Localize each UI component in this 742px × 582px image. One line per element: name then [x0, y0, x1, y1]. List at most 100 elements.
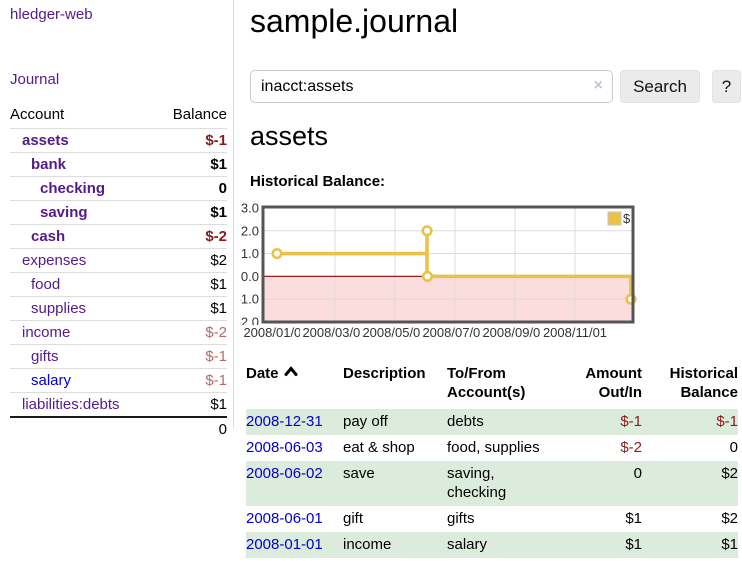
search-button[interactable]: Search: [620, 70, 700, 103]
legend-swatch: [607, 211, 622, 226]
svg-text:-1.0: -1.0: [240, 292, 259, 307]
account-balance: $-2: [205, 228, 227, 245]
transaction-amount: $-1: [620, 413, 642, 430]
account-row-income: income $-2: [10, 320, 227, 345]
transaction-date-link[interactable]: 2008-12-31: [246, 413, 323, 430]
search-input[interactable]: [250, 70, 613, 103]
page-title: sample.journal: [250, 3, 459, 39]
register-row: 2008-06-02 save saving, checking 0 $2: [246, 461, 738, 506]
transaction-accounts: food, supplies: [447, 439, 540, 456]
transaction-description: pay off: [343, 413, 388, 430]
accounts-header-balance: Balance: [172, 106, 227, 123]
account-balance: 0: [218, 180, 227, 197]
register-header-row: Date Description To/From Account(s) Amou…: [246, 361, 738, 409]
chart-heading: Historical Balance:: [250, 173, 386, 190]
account-link-assets[interactable]: assets: [22, 132, 69, 149]
transaction-balance: $2: [721, 510, 738, 527]
account-link-bank[interactable]: bank: [31, 156, 67, 173]
svg-text:2.0: 2.0: [241, 223, 259, 238]
transaction-accounts: salary: [447, 536, 488, 553]
historical-balance-chart: $ 3.0 2.0 1.0 0.0 -1.0 -2.0: [240, 202, 637, 329]
search-form: × Search ?: [250, 70, 741, 103]
account-heading: assets: [250, 121, 329, 151]
account-balance: $1: [210, 300, 227, 317]
register-header-date[interactable]: Date: [246, 361, 343, 409]
chart-negative-region: [264, 276, 632, 321]
account-balance: $1: [210, 396, 227, 413]
accounts-balance-table: Account Balance assets $-1 bank $1 check…: [10, 104, 227, 441]
transaction-date-link[interactable]: 2008-06-03: [246, 439, 323, 456]
register-row: 2008-01-01 income salary $1 $1: [246, 532, 738, 558]
register-header-description: Description: [343, 365, 426, 382]
chart-series-line: [275, 229, 633, 301]
chart-data-markers: [271, 225, 637, 305]
account-row-gifts: gifts $-1: [10, 344, 227, 369]
account-balance: $-2: [205, 324, 227, 341]
x-axis-labels: 2008/01/01 2008/03/01 2008/05/01 2008/07…: [240, 325, 742, 342]
account-row-saving: saving $1: [10, 200, 227, 225]
register-row: 2008-12-31 pay off debts $-1 $-1: [246, 409, 738, 435]
register-row: 2008-06-03 eat & shop food, supplies $-2…: [246, 435, 738, 461]
register-table: Date Description To/From Account(s) Amou…: [246, 361, 738, 558]
svg-text:-2.0: -2.0: [240, 315, 259, 329]
account-link-checking[interactable]: checking: [40, 180, 106, 197]
account-link-liabilities-debts[interactable]: liabilities:debts: [22, 396, 120, 413]
account-balance: $1: [210, 156, 227, 173]
account-balance: $1: [210, 204, 227, 221]
sort-asc-icon: [284, 366, 298, 376]
account-balance: $-1: [205, 348, 227, 365]
account-row-expenses: expenses $2: [10, 248, 227, 273]
accounts-total-row: 0: [10, 417, 227, 441]
transaction-amount: $1: [625, 510, 642, 527]
account-balance: $1: [210, 276, 227, 293]
transaction-balance: 0: [729, 439, 738, 456]
account-link-income[interactable]: income: [22, 324, 71, 341]
register-header-balance: Historical Balance: [669, 365, 738, 401]
register-header-amount: Amount Out/In: [585, 365, 642, 401]
account-link-salary[interactable]: salary: [31, 372, 72, 389]
transaction-amount: 0: [633, 465, 642, 482]
clear-search-icon[interactable]: ×: [593, 77, 603, 94]
account-row-liabilities-debts: liabilities:debts $1: [10, 392, 227, 418]
account-row-supplies: supplies $1: [10, 296, 227, 321]
transaction-balance: $1: [721, 536, 738, 553]
app-title-link[interactable]: hledger-web: [10, 6, 93, 23]
transaction-description: income: [343, 536, 392, 553]
help-button[interactable]: ?: [712, 70, 741, 103]
account-link-saving[interactable]: saving: [40, 204, 88, 221]
account-link-cash[interactable]: cash: [31, 228, 66, 245]
transaction-description: save: [343, 465, 375, 482]
account-row-cash: cash $-2: [10, 224, 227, 249]
account-row-salary: salary $-1: [10, 368, 227, 393]
account-link-expenses[interactable]: expenses: [22, 252, 87, 269]
chart-border: [261, 205, 635, 324]
transaction-description: gift: [343, 510, 364, 527]
svg-text:1.0: 1.0: [241, 246, 259, 261]
transaction-accounts: debts: [447, 413, 484, 430]
register-row: 2008-06-01 gift gifts $1 $2: [246, 506, 738, 532]
svg-text:3.0: 3.0: [241, 202, 259, 216]
legend-label: $: [623, 211, 631, 226]
sidebar-divider: [233, 0, 234, 428]
transaction-date-link[interactable]: 2008-06-01: [246, 510, 323, 527]
transaction-accounts: saving, checking: [447, 465, 507, 501]
transaction-amount: $1: [625, 536, 642, 553]
transaction-balance: $2: [721, 465, 738, 482]
accounts-header-account: Account: [10, 106, 65, 123]
account-link-gifts[interactable]: gifts: [31, 348, 59, 365]
sidebar-item-journal[interactable]: Journal: [10, 71, 60, 88]
transaction-date-link[interactable]: 2008-01-01: [246, 536, 323, 553]
account-row-checking: checking 0: [10, 176, 227, 201]
account-link-food[interactable]: food: [31, 276, 61, 293]
transaction-date-link[interactable]: 2008-06-02: [246, 465, 323, 482]
account-link-supplies[interactable]: supplies: [31, 300, 87, 317]
transaction-accounts: gifts: [447, 510, 475, 527]
register-header-accounts: To/From Account(s): [447, 365, 526, 401]
account-row-assets: assets $-1: [10, 128, 227, 153]
account-balance: $2: [210, 252, 227, 269]
main-content: sample.journal × Search ? assets Histori…: [240, 0, 742, 582]
account-row-food: food $1: [10, 272, 227, 297]
transaction-amount: $-2: [620, 439, 642, 456]
account-balance: $-1: [205, 372, 227, 389]
account-balance: $-1: [205, 132, 227, 149]
